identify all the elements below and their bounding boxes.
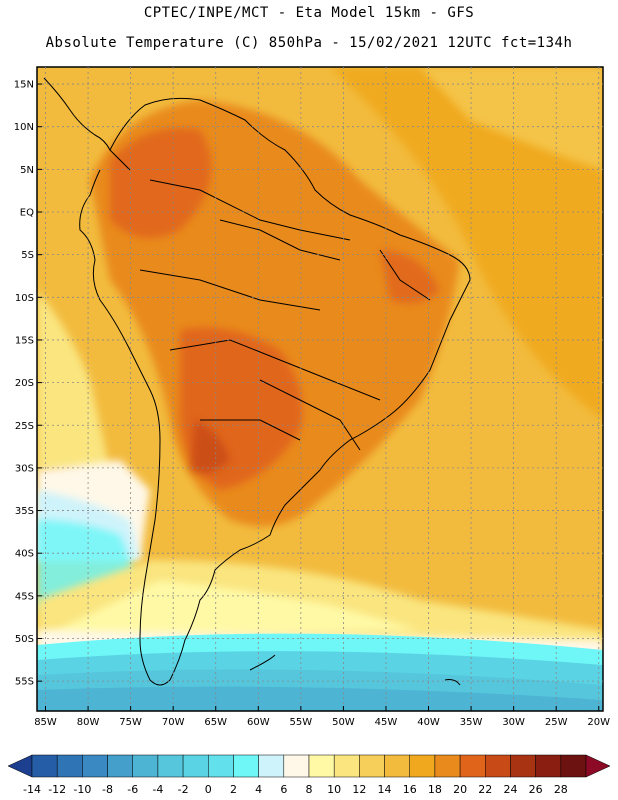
- lon-label: 55W: [290, 717, 313, 728]
- colorbar-label: 24: [503, 783, 517, 796]
- colorbar-swatch: [82, 754, 108, 778]
- colorbar-label: -12: [48, 783, 66, 796]
- colorbar-swatch: [409, 754, 436, 778]
- colorbar-swatch: [233, 754, 259, 778]
- map-title: CPTEC/INPE/MCT - Eta Model 15km - GFS: [143, 5, 475, 21]
- colorbar-label: 14: [378, 783, 392, 796]
- graticule: [37, 67, 603, 711]
- coastlines: [43, 77, 471, 686]
- map-frame: [36, 66, 604, 712]
- colorbar-label: 26: [529, 783, 543, 796]
- colorbar-swatch: [333, 754, 360, 778]
- lat-label: 50S: [15, 634, 34, 645]
- colorbar-label: 18: [428, 783, 442, 796]
- map-subtitle: Absolute Temperature (C) 850hPa - 15/02/…: [45, 35, 573, 51]
- lon-label: 45W: [375, 717, 398, 728]
- colorbar-swatch: [31, 754, 58, 778]
- lat-label: 40S: [15, 549, 34, 560]
- colorbar-label: 28: [554, 783, 568, 796]
- lat-label: 15S: [15, 335, 34, 346]
- colorbar-swatch: [56, 754, 83, 778]
- lon-label: 85W: [34, 717, 57, 728]
- colorbar-swatch: [535, 754, 562, 778]
- lon-label: 70W: [162, 717, 185, 728]
- colorbar-swatch: [459, 754, 486, 778]
- colorbar-label: 20: [453, 783, 467, 796]
- colorbar-swatch: [283, 754, 310, 778]
- colorbar-label: 0: [205, 783, 212, 796]
- lat-label: 10S: [15, 293, 34, 304]
- lat-label: 5S: [21, 250, 34, 261]
- lat-label: 5N: [20, 165, 34, 176]
- colorbar-swatch: [208, 754, 234, 778]
- lat-label: 55S: [15, 677, 34, 688]
- colorbar-swatch: [510, 754, 536, 778]
- lon-label: 80W: [77, 717, 100, 728]
- lon-label: 75W: [119, 717, 142, 728]
- colorbar-swatch: [434, 754, 461, 778]
- longitude-labels: 85W 80W 75W 70W 65W 60W 55W 50W 45W 40W 35W 30W 25W 2…: [34, 717, 610, 728]
- lat-label: 45S: [15, 591, 34, 602]
- lon-label: 60W: [247, 717, 270, 728]
- lat-label: EQ: [20, 208, 34, 219]
- colorbar-arrow-high: [585, 754, 611, 778]
- colorbar-swatch: [560, 754, 587, 778]
- lon-label: 50W: [332, 717, 355, 728]
- lon-label: 35W: [460, 717, 483, 728]
- lat-label: 10N: [14, 122, 34, 133]
- lon-label: 40W: [417, 717, 440, 728]
- lat-label: 20S: [15, 378, 34, 389]
- lon-label: 20W: [587, 717, 610, 728]
- colorbar-swatch: [132, 754, 159, 778]
- colorbar-swatch: [258, 754, 285, 778]
- colorbar-label: 2: [230, 783, 237, 796]
- colorbar-label: -14: [23, 783, 41, 796]
- lon-label: 65W: [204, 717, 227, 728]
- colorbar-label: -8: [102, 783, 113, 796]
- colorbar-label: 12: [352, 783, 366, 796]
- colorbar-swatch: [485, 754, 511, 778]
- colorbar-arrow-low: [7, 754, 33, 778]
- lat-label: 30S: [15, 463, 34, 474]
- temperature-field: [37, 67, 603, 711]
- colorbar-swatch: [157, 754, 184, 778]
- colorbar-label: 6: [280, 783, 287, 796]
- lat-label: 25S: [15, 421, 34, 432]
- colorbar-swatch: [384, 754, 410, 778]
- lon-label: 25W: [545, 717, 568, 728]
- colorbar-label: 10: [327, 783, 341, 796]
- lat-label: 15N: [14, 80, 34, 91]
- colorbar-swatch: [308, 754, 335, 778]
- colorbar-label: -4: [152, 783, 163, 796]
- lat-label: 35S: [15, 506, 34, 517]
- colorbar-label: 4: [255, 783, 262, 796]
- colorbar: -14 -12 -10 -8 -6 -4 -2 0 2 4 6 8 10 12 14 16 18 20 22 24 26…: [7, 754, 611, 796]
- latitude-labels: 15N 10N 5N EQ 5S 10S 15S 20S 25S 30S 35S 40S 45S 50S 5…: [14, 80, 34, 688]
- colorbar-label: -10: [73, 783, 91, 796]
- colorbar-label: 16: [403, 783, 417, 796]
- colorbar-swatch: [359, 754, 385, 778]
- lon-label: 30W: [502, 717, 525, 728]
- colorbar-label: -2: [178, 783, 189, 796]
- colorbar-swatch: [107, 754, 133, 778]
- colorbar-swatch: [182, 754, 209, 778]
- colorbar-label: -6: [127, 783, 138, 796]
- colorbar-label: 8: [306, 783, 313, 796]
- colorbar-label: 22: [478, 783, 492, 796]
